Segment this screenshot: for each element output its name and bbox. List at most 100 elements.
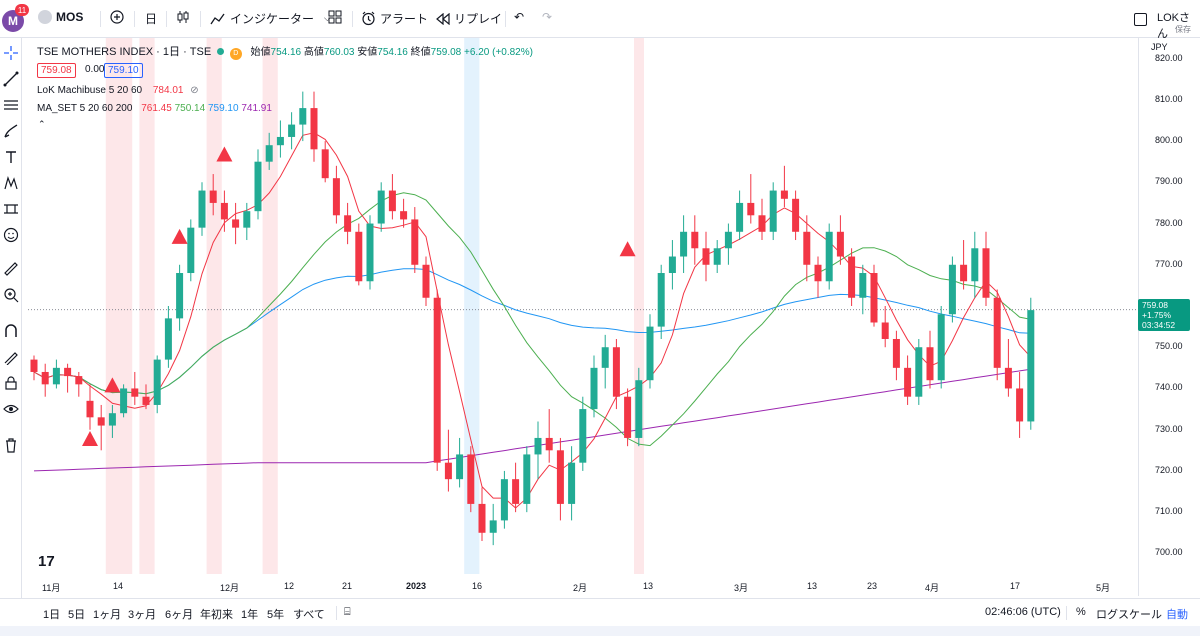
compare-button[interactable] bbox=[110, 10, 124, 24]
candle-body bbox=[926, 347, 934, 381]
candle-body bbox=[176, 273, 184, 319]
indicators-button[interactable]: インジケーター ⌵ bbox=[210, 10, 331, 27]
eye-icon bbox=[3, 404, 19, 414]
buy-price-box[interactable]: 759.10 bbox=[104, 63, 143, 78]
candle-body bbox=[478, 503, 486, 533]
symbol-search[interactable]: MOS bbox=[38, 10, 83, 24]
auto-scale-toggle[interactable]: 自動 bbox=[1166, 609, 1188, 621]
currency-label[interactable]: JPY bbox=[1151, 42, 1168, 52]
fullscreen-checkbox[interactable] bbox=[1134, 13, 1147, 26]
range-button[interactable]: 1ヶ月 bbox=[93, 609, 122, 621]
indicator-name: MA_SET 5 20 60 200 bbox=[37, 103, 133, 114]
ruler-lines-icon bbox=[4, 204, 18, 214]
candle-body bbox=[993, 297, 1001, 368]
chart-type-button[interactable] bbox=[176, 10, 190, 24]
ma200-line bbox=[33, 368, 1031, 472]
grid-icon bbox=[328, 10, 342, 24]
ma20-line bbox=[33, 192, 1031, 447]
ma60-value: 759.10 bbox=[207, 103, 239, 114]
candle-body bbox=[713, 248, 721, 265]
candle-body bbox=[1004, 367, 1012, 389]
log-scale-toggle[interactable]: ログスケール bbox=[1096, 609, 1162, 621]
candle-body bbox=[747, 202, 755, 216]
range-button[interactable]: すべて bbox=[293, 609, 325, 621]
redo-button[interactable]: ↷ bbox=[542, 10, 552, 24]
candle-body bbox=[153, 359, 161, 405]
delete-tool[interactable] bbox=[2, 436, 20, 454]
tradingview-logo[interactable]: 17 bbox=[38, 553, 55, 570]
price-tick: 770.00 bbox=[1155, 258, 1183, 269]
replay-button[interactable]: リプレイ bbox=[436, 10, 502, 27]
high-label: 高値 bbox=[303, 47, 324, 58]
price-tick: 780.00 bbox=[1155, 217, 1183, 228]
candle-body bbox=[444, 462, 452, 480]
range-button[interactable]: 1年 bbox=[241, 609, 259, 621]
candle-body bbox=[948, 264, 956, 315]
user-name[interactable]: LOKさん bbox=[1157, 12, 1191, 40]
alert-button[interactable]: アラート bbox=[361, 10, 428, 27]
pattern-tool[interactable] bbox=[2, 174, 20, 192]
candle-body bbox=[848, 256, 856, 298]
candle-body bbox=[198, 190, 206, 228]
candle-body bbox=[792, 198, 800, 232]
range-button[interactable]: 3ヶ月 bbox=[128, 609, 157, 621]
candle-body bbox=[355, 231, 363, 282]
redo-icon: ↷ bbox=[542, 10, 553, 24]
text-tool[interactable] bbox=[2, 148, 20, 166]
zoom-tool[interactable] bbox=[2, 286, 20, 304]
candle-body bbox=[668, 256, 676, 274]
time-tick: 17 bbox=[1010, 581, 1021, 591]
candle-body bbox=[691, 231, 699, 249]
chart-pane[interactable] bbox=[28, 38, 1138, 596]
ruler-icon bbox=[4, 262, 18, 276]
range-button[interactable]: 6ヶ月 bbox=[165, 609, 194, 621]
rewind-icon bbox=[436, 12, 450, 25]
interval-button[interactable]: 日 bbox=[145, 12, 158, 26]
goto-date-button[interactable]: ⌸ bbox=[344, 606, 351, 619]
sell-price-box[interactable]: 759.08 bbox=[37, 63, 76, 78]
candle-body bbox=[108, 413, 116, 426]
candle-body bbox=[1016, 388, 1024, 422]
collapse-legend-icon[interactable]: ⌃ bbox=[38, 119, 46, 129]
range-button[interactable]: 5日 bbox=[68, 609, 86, 621]
signal-band bbox=[262, 38, 278, 574]
candle-body bbox=[960, 264, 968, 282]
pattern-icon bbox=[4, 176, 18, 190]
horizontal-lines-tool[interactable] bbox=[2, 96, 20, 114]
buy-signal-triangle bbox=[104, 377, 121, 393]
candle-body bbox=[276, 136, 284, 146]
layout-button[interactable] bbox=[328, 10, 342, 24]
lock-tool[interactable] bbox=[2, 374, 20, 392]
price-chart[interactable] bbox=[28, 38, 1138, 574]
range-button[interactable]: 年初来 bbox=[200, 609, 233, 621]
indicator-ma-set[interactable]: MA_SET 5 20 60 200 761.45 750.14 759.10 … bbox=[37, 103, 272, 114]
percent-scale-toggle[interactable]: % bbox=[1076, 606, 1086, 618]
measure-tool[interactable] bbox=[2, 260, 20, 278]
footer-strip bbox=[0, 626, 1200, 636]
candle-body bbox=[545, 437, 553, 451]
candle-body bbox=[86, 400, 94, 418]
indicator-lok-machibuse[interactable]: LoK Machibuse 5 20 60 784.01 ⊘ bbox=[37, 85, 199, 96]
current-price: 759.08 bbox=[1142, 300, 1168, 310]
magnet-tool[interactable] bbox=[2, 322, 20, 340]
signal-band bbox=[139, 38, 155, 574]
brush-tool[interactable] bbox=[2, 122, 20, 140]
time-axis[interactable]: 11月 14 12月 12 21 2023 16 2月 13 3月 13 23 4月 17 5月 bbox=[28, 574, 1138, 596]
range-button[interactable]: 1日 bbox=[43, 609, 61, 621]
candle-body bbox=[680, 231, 688, 257]
candle-body bbox=[232, 219, 240, 228]
range-button[interactable]: 5年 bbox=[267, 609, 285, 621]
undo-button[interactable]: ↶ bbox=[514, 10, 524, 24]
icon-tool[interactable] bbox=[2, 226, 20, 244]
trendline-tool[interactable] bbox=[2, 70, 20, 88]
forecast-tool[interactable] bbox=[2, 200, 20, 218]
price-tick: 700.00 bbox=[1155, 547, 1183, 558]
candle-body bbox=[388, 190, 396, 212]
lock-drawings-tool[interactable] bbox=[2, 348, 20, 366]
clock-display[interactable]: 02:46:06 (UTC) bbox=[985, 606, 1061, 618]
price-tick: 710.00 bbox=[1155, 506, 1183, 517]
candle-body bbox=[724, 231, 732, 249]
candle-body bbox=[489, 520, 497, 533]
visibility-tool[interactable] bbox=[2, 400, 20, 418]
crosshair-tool[interactable] bbox=[2, 44, 20, 62]
